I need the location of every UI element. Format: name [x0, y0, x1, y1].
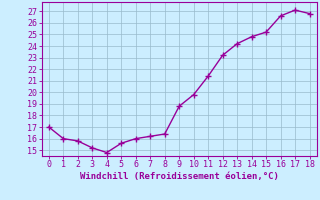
X-axis label: Windchill (Refroidissement éolien,°C): Windchill (Refroidissement éolien,°C)	[80, 172, 279, 181]
